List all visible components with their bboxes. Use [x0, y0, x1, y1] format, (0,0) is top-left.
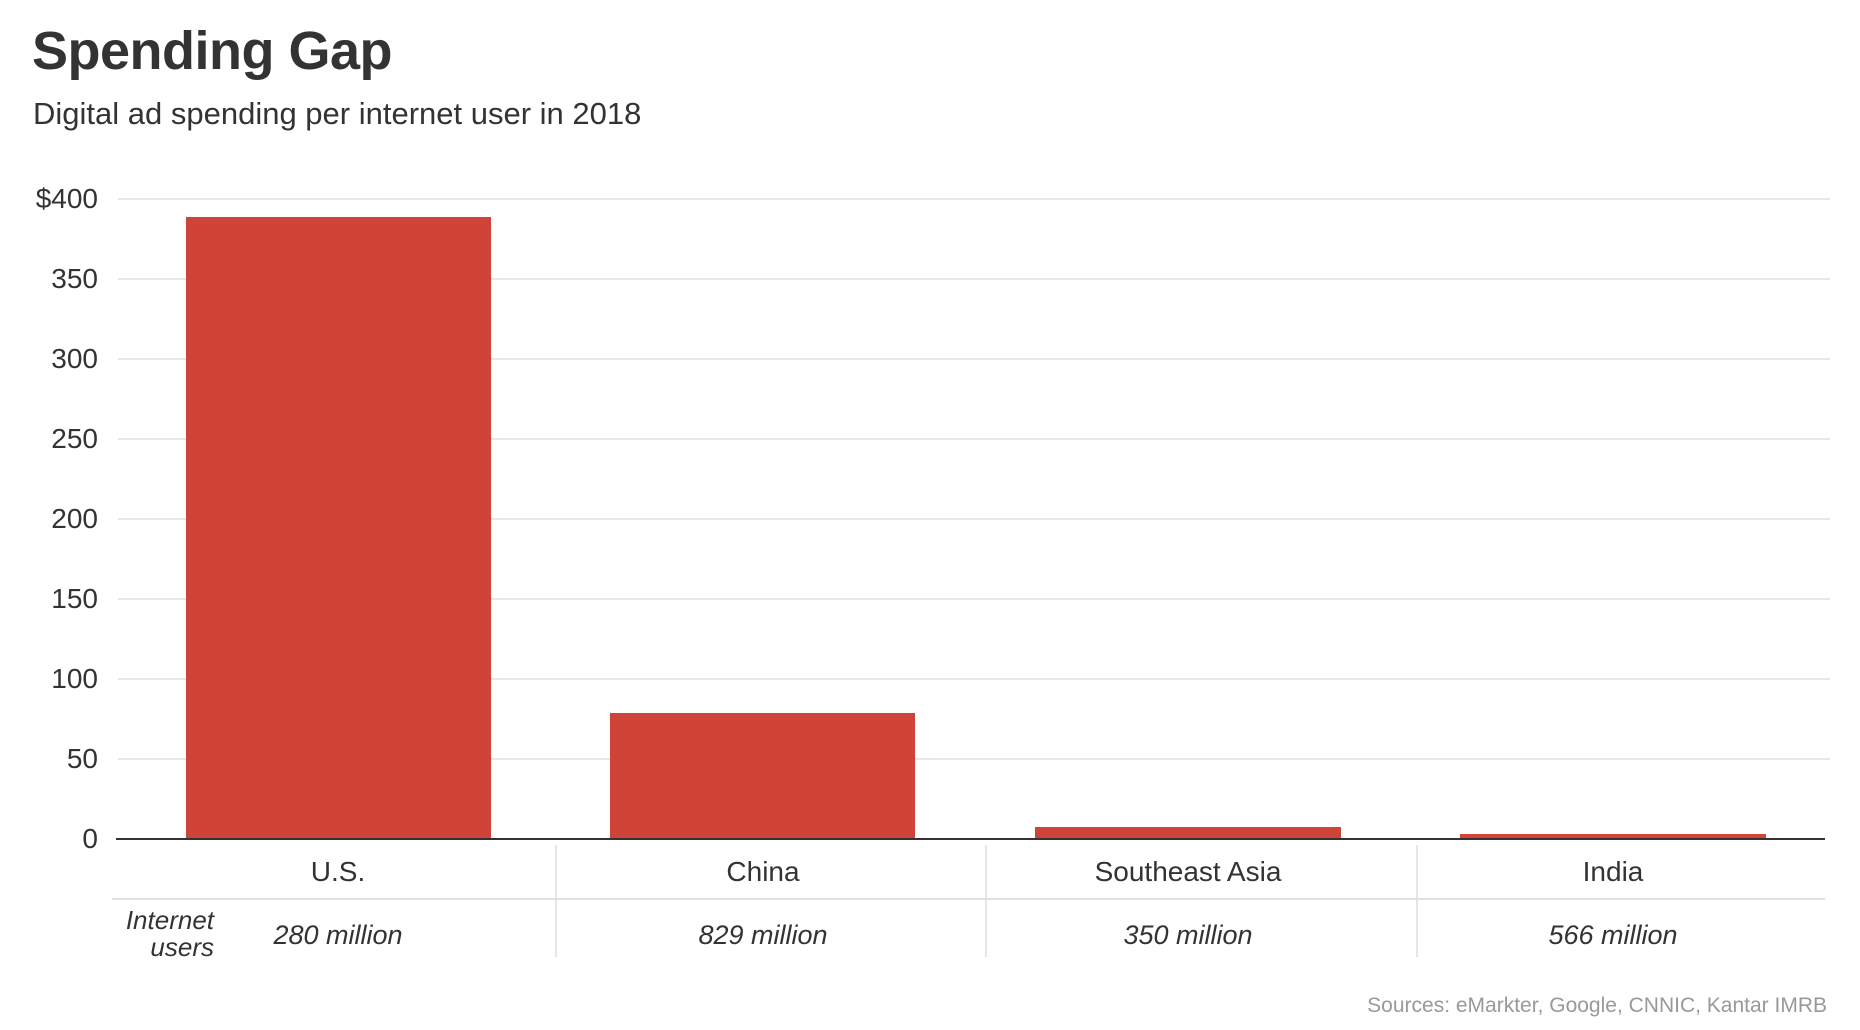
users-value-india: 566 million [1548, 920, 1678, 950]
users-value-china: 829 million [698, 920, 828, 950]
y-tick-label: 200 [51, 503, 98, 534]
y-tick-label: 100 [51, 663, 98, 694]
y-tick-label: 150 [51, 583, 98, 614]
gridline-50 [118, 758, 1830, 760]
column-divider [555, 845, 557, 957]
column-divider [985, 845, 987, 957]
y-tick-label: 300 [51, 343, 98, 374]
chart-subtitle: Digital ad spending per internet user in… [33, 96, 642, 131]
bar-southeast-asia [1035, 827, 1341, 839]
users-value-southeast-asia: 350 million [1123, 920, 1253, 950]
category-label-india: India [1582, 856, 1644, 887]
table-row-divider [112, 898, 1825, 900]
gridline-250 [118, 438, 1830, 440]
row-label-line2: users [150, 932, 214, 962]
bar-us [186, 217, 491, 839]
x-axis-line [116, 838, 1825, 840]
source-note: Sources: eMarkter, Google, CNNIC, Kantar… [1367, 994, 1827, 1017]
category-label-us: U.S. [310, 856, 366, 887]
y-tick-label: 0 [82, 823, 98, 854]
category-label-southeast-asia: Southeast Asia [1094, 856, 1282, 887]
gridline-150 [118, 598, 1830, 600]
gridline-100 [118, 678, 1830, 680]
row-label-internet-users: Internet users [64, 907, 214, 961]
gridline-200 [118, 518, 1830, 520]
y-tick-label: 250 [51, 423, 98, 454]
y-tick-label: $400 [35, 183, 98, 214]
chart-title: Spending Gap [32, 21, 393, 81]
gridline-350 [118, 278, 1830, 280]
bar-china [610, 713, 915, 839]
y-tick-label: 350 [51, 263, 98, 294]
row-label-line1: Internet [125, 905, 214, 935]
users-value-us: 280 million [273, 920, 403, 950]
bar-india [1460, 834, 1766, 839]
y-tick-label: 50 [66, 743, 98, 774]
gridline-400 [118, 198, 1830, 200]
category-label-china: China [726, 856, 800, 887]
gridline-300 [118, 358, 1830, 360]
column-divider [1416, 845, 1418, 957]
